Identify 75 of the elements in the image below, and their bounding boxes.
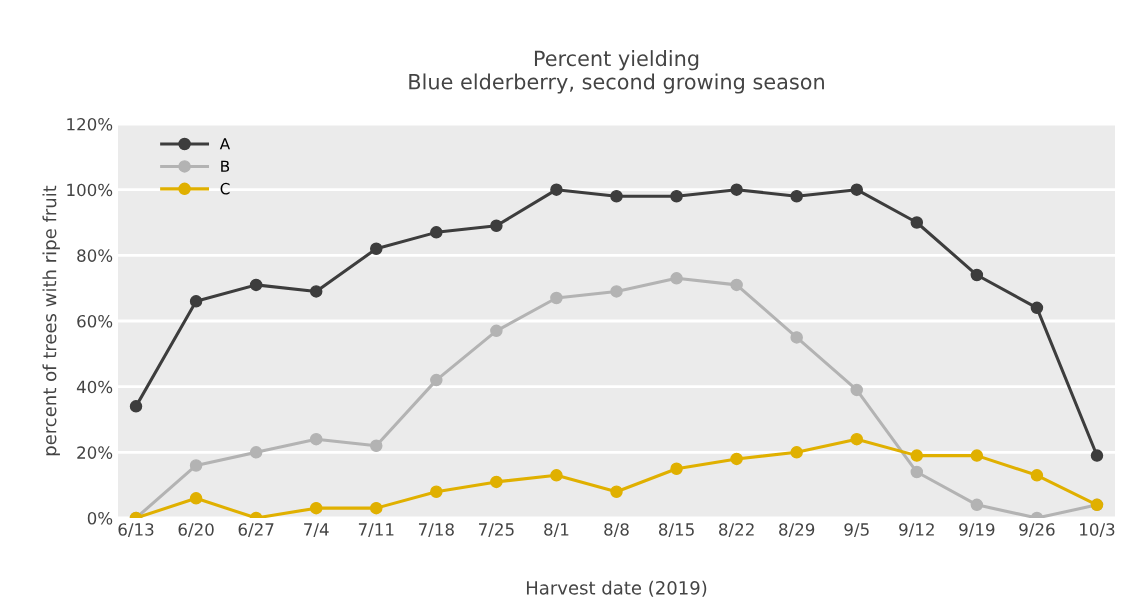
x-tick-label: 8/22 xyxy=(719,523,754,538)
y-tick-label: 0% xyxy=(87,511,113,525)
x-tick-label: 6/20 xyxy=(178,523,214,538)
x-tick-label: 7/18 xyxy=(418,523,454,538)
point xyxy=(309,285,323,298)
x-tick-label: 9/19 xyxy=(959,523,995,538)
legend-label: C xyxy=(220,182,230,195)
x-tick-label: 10/3 xyxy=(1080,523,1115,538)
x-tick-label: 7/11 xyxy=(358,523,394,538)
point xyxy=(850,383,863,397)
point xyxy=(490,324,503,338)
y-tick-label: 100% xyxy=(67,183,113,197)
x-tick-label: 7/25 xyxy=(479,523,514,538)
y-tick-label: 80% xyxy=(77,249,113,262)
x-tick-label: 8/15 xyxy=(658,523,694,538)
point xyxy=(910,449,924,462)
point xyxy=(189,295,203,308)
point xyxy=(610,485,623,498)
point xyxy=(490,219,503,233)
x-tick-label: 9/12 xyxy=(899,523,934,538)
y-tick-label: 20% xyxy=(77,446,113,459)
point xyxy=(249,446,263,459)
y-tick-label: 60% xyxy=(77,314,113,328)
point xyxy=(430,373,443,387)
point xyxy=(910,216,924,229)
point xyxy=(790,189,803,203)
point xyxy=(1030,469,1044,482)
point xyxy=(370,439,383,453)
point xyxy=(790,446,803,459)
point xyxy=(730,452,743,466)
point xyxy=(189,492,203,505)
point xyxy=(550,183,563,196)
x-tick-label: 6/27 xyxy=(238,523,274,538)
point xyxy=(490,475,503,489)
point xyxy=(670,272,683,285)
point xyxy=(430,226,443,239)
point xyxy=(1090,449,1104,462)
y-tick-label: 120% xyxy=(67,117,113,131)
point xyxy=(370,501,383,515)
point xyxy=(850,183,863,196)
point xyxy=(249,278,263,292)
x-tick-label: 9/5 xyxy=(844,523,869,538)
point xyxy=(730,183,743,196)
x-tick-label: 7/4 xyxy=(304,523,329,538)
point xyxy=(730,278,743,292)
x-tick-label: 6/13 xyxy=(118,523,154,538)
y-axis-title: percent of trees with ripe fruit xyxy=(42,185,60,456)
legend-label: B xyxy=(221,160,230,172)
point xyxy=(670,462,683,476)
point xyxy=(670,189,683,203)
point xyxy=(309,501,323,515)
point xyxy=(430,485,443,498)
point xyxy=(610,285,623,298)
point xyxy=(610,189,623,203)
point xyxy=(910,465,924,479)
x-tick-label: 8/29 xyxy=(779,523,815,538)
point xyxy=(309,432,323,446)
point xyxy=(790,331,803,344)
point xyxy=(129,400,143,413)
point xyxy=(189,459,203,472)
y-tick-label: 40% xyxy=(76,380,113,394)
point xyxy=(550,291,563,305)
point xyxy=(970,268,984,282)
point xyxy=(1030,301,1044,315)
point xyxy=(370,242,383,256)
x-tick-label: 8/8 xyxy=(604,523,629,538)
point xyxy=(850,432,863,446)
legend-label: A xyxy=(219,138,231,150)
x-tick-label: 9/26 xyxy=(1019,523,1055,538)
x-axis-title: Harvest date (2019) xyxy=(526,580,707,597)
point xyxy=(550,469,563,482)
point xyxy=(970,449,984,462)
x-tick-label: 8/1 xyxy=(544,523,569,538)
chart-title: Percent yielding Blue elderberry, second growing season xyxy=(409,50,824,94)
point xyxy=(970,498,984,512)
